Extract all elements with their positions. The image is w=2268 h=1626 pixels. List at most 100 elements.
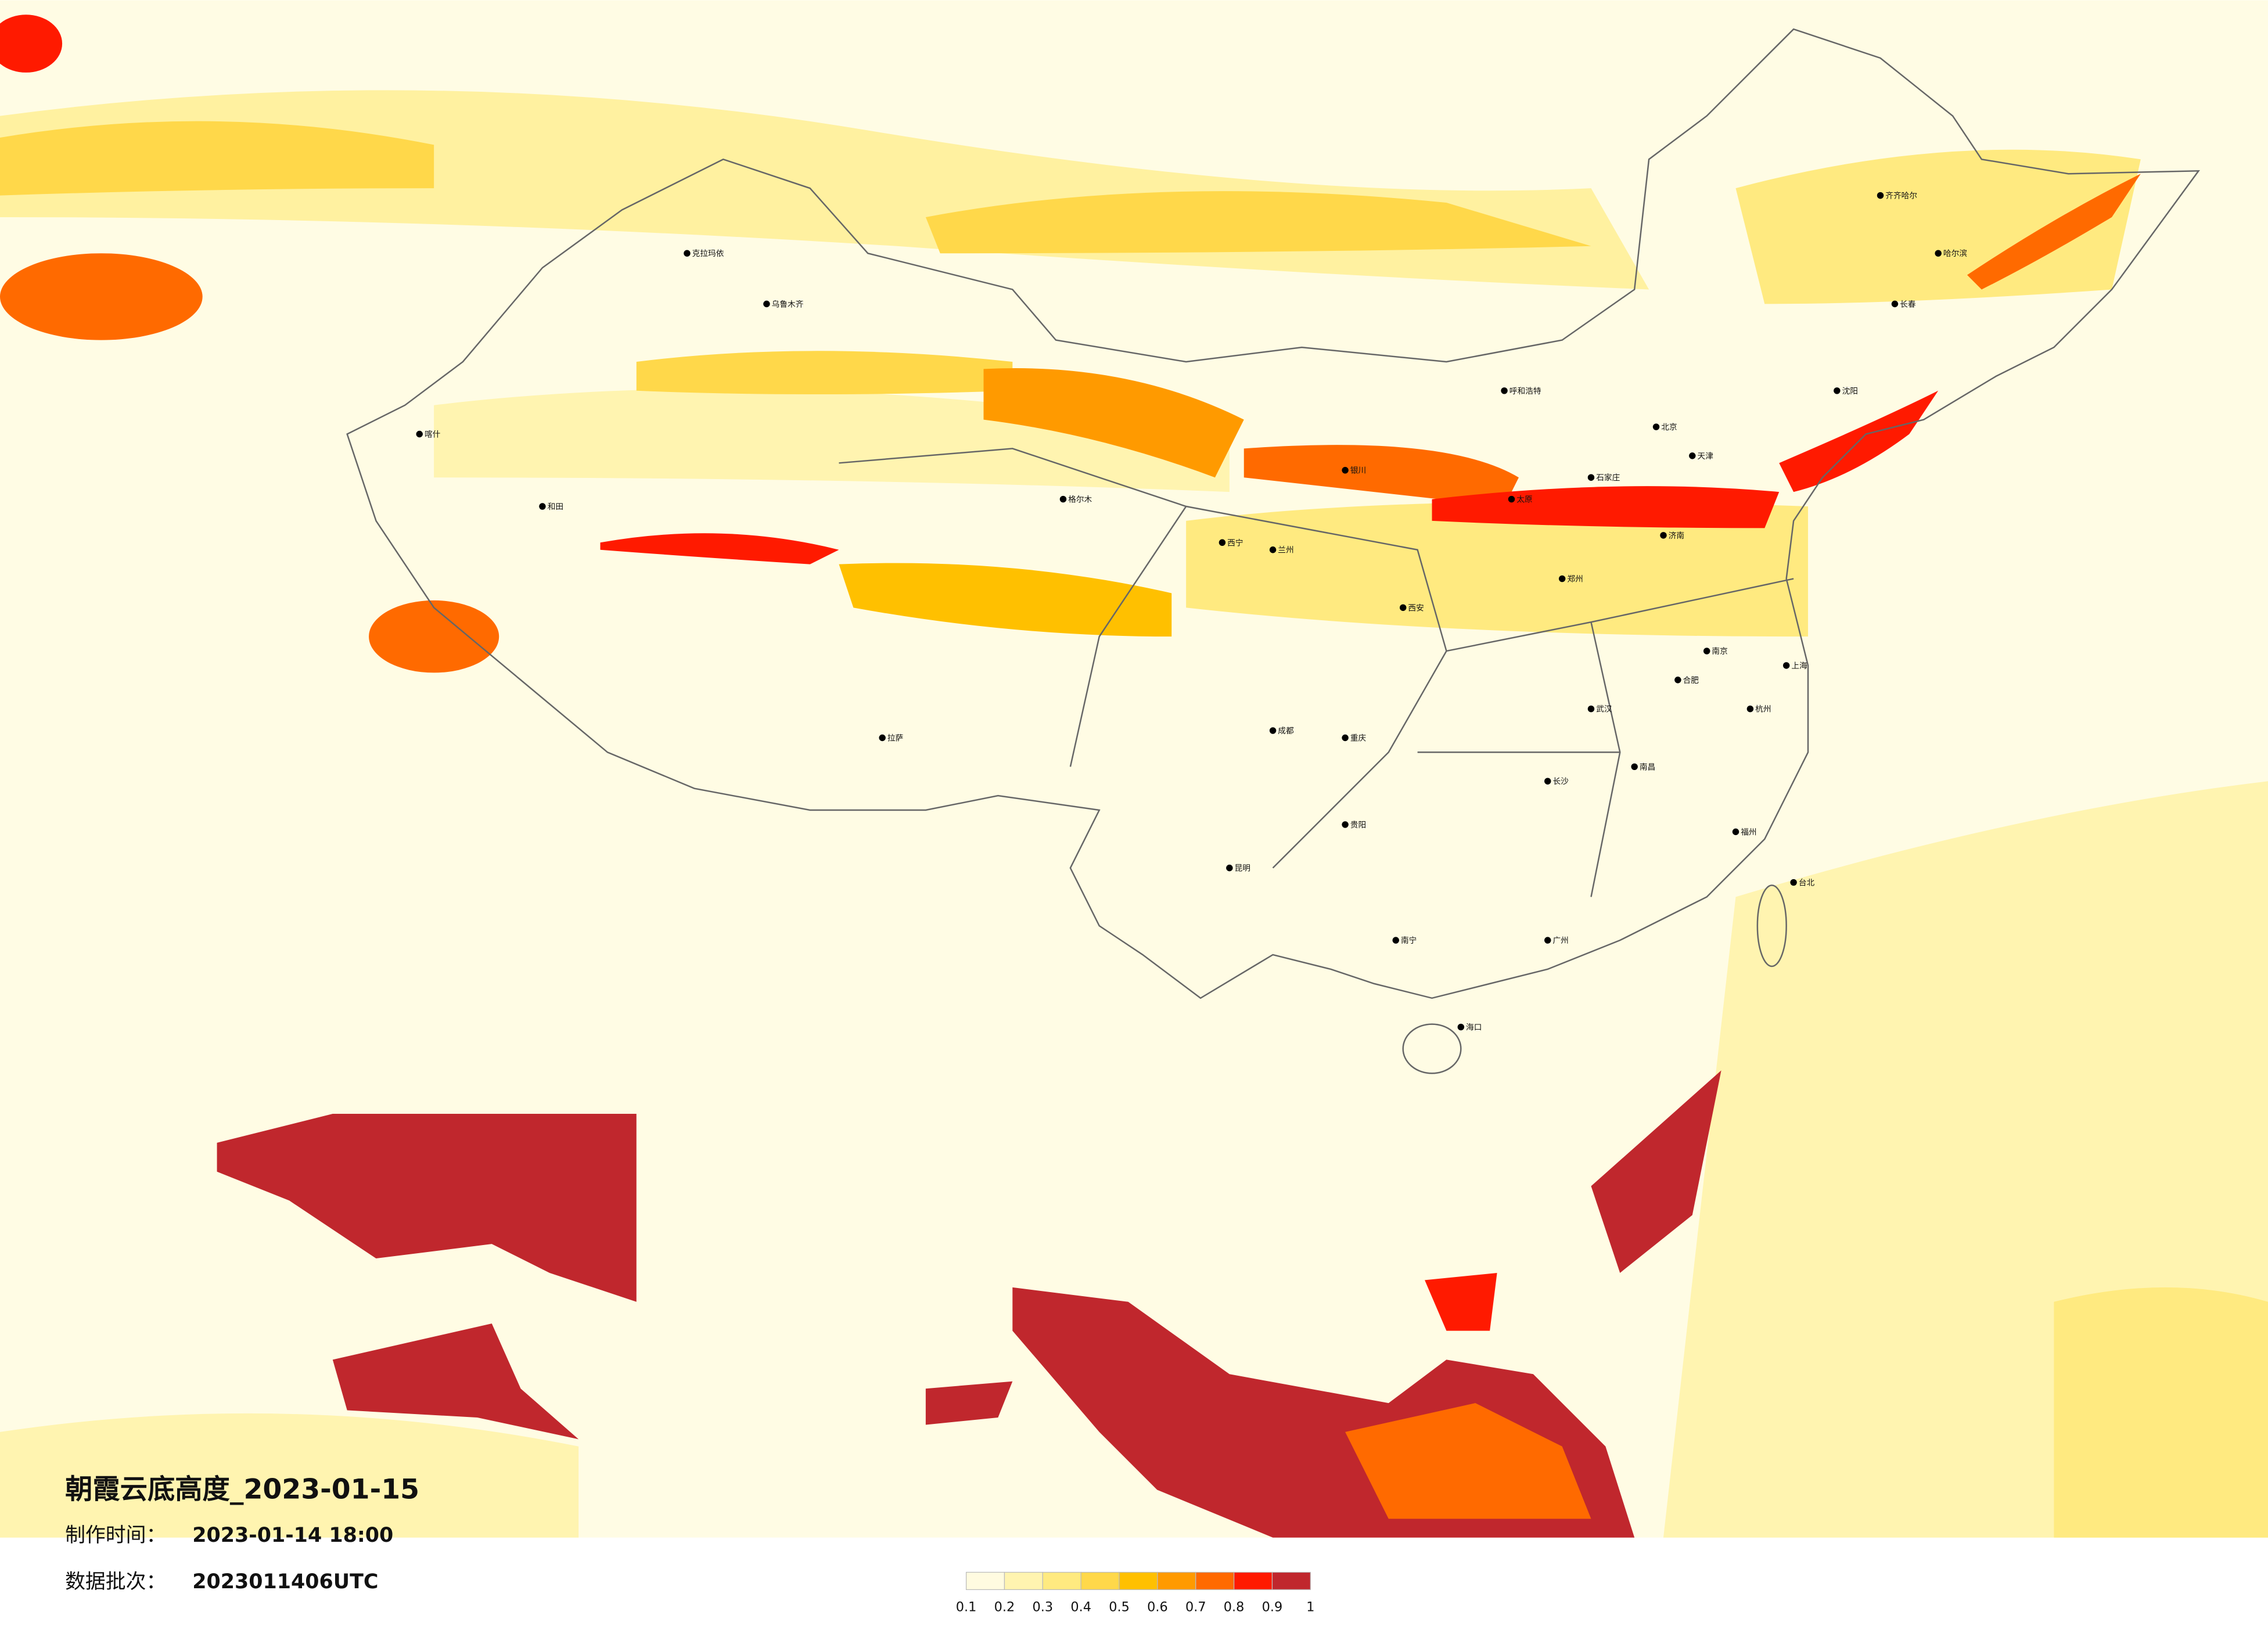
city-label: 郑州: [1567, 575, 1583, 584]
city-label: 福州: [1741, 828, 1756, 837]
city-dot: [684, 250, 691, 257]
legend-swatch: [1157, 1571, 1196, 1590]
city-dot: [1674, 677, 1681, 684]
city-dot: [1457, 1023, 1465, 1031]
legend-swatch: [1233, 1571, 1273, 1590]
city-dot: [1703, 647, 1710, 654]
made-time-label: 制作时间：: [65, 1524, 166, 1547]
city-label: 成都: [1278, 726, 1294, 736]
legend-swatch: [1004, 1571, 1043, 1590]
legend-label: 0.2: [994, 1600, 1015, 1615]
city-dot: [1342, 821, 1349, 828]
city-dot: [1392, 937, 1399, 944]
city-dot: [1689, 452, 1696, 459]
city-dot: [416, 430, 423, 438]
city-label: 武汉: [1596, 705, 1612, 714]
legend-label: 0.4: [1070, 1600, 1091, 1615]
city-dot: [1746, 705, 1754, 713]
city-dot: [1399, 604, 1407, 611]
legend-swatch: [1119, 1571, 1158, 1590]
city-dot: [1059, 495, 1067, 503]
city-label: 合肥: [1683, 676, 1699, 685]
city-label: 重庆: [1350, 733, 1367, 743]
city-label: 沈阳: [1842, 387, 1858, 396]
city-dot: [1544, 937, 1551, 944]
city-dot: [1660, 532, 1667, 539]
city-label: 喀什: [425, 430, 441, 439]
city-dot: [539, 503, 546, 510]
city-label: 太原: [1516, 495, 1532, 505]
city-label: 长春: [1900, 300, 1916, 309]
city-dot: [1558, 575, 1566, 582]
city-label: 拉萨: [887, 733, 903, 743]
city-label: 西安: [1408, 603, 1424, 613]
city-dot: [1790, 879, 1797, 886]
city-dot: [763, 300, 770, 308]
batch-value: 2023011406UTC: [192, 1570, 378, 1593]
city-dot: [1891, 300, 1899, 308]
city-label: 哈尔滨: [1943, 249, 1967, 258]
legend-swatch: [1080, 1571, 1120, 1590]
legend-swatch: [1195, 1571, 1235, 1590]
city-dot: [1631, 763, 1638, 771]
city-dot: [1269, 727, 1277, 734]
city-label: 南宁: [1401, 936, 1417, 945]
city-label: 贵阳: [1350, 821, 1366, 830]
city-label: 台北: [1799, 879, 1815, 888]
color-legend: 0.1 0.2 0.3 0.4 0.5 0.6 0.7 0.8 0.9 1: [956, 1571, 1314, 1615]
made-time-value: 2023-01-14 18:00: [192, 1524, 393, 1547]
legend-swatch: [965, 1571, 1005, 1590]
city-label: 南京: [1712, 647, 1727, 656]
city-label: 南昌: [1640, 762, 1655, 772]
city-label: 银川: [1350, 466, 1366, 476]
city-dot: [1587, 474, 1595, 481]
city-dot: [1342, 734, 1349, 742]
city-dot: [1834, 387, 1841, 394]
info-block: 朝霞云底高度_2023-01-15 制作时间： 2023-01-14 18:00…: [65, 1473, 419, 1593]
legend-label: 0.6: [1147, 1600, 1168, 1615]
legend-label: 0.3: [1033, 1600, 1054, 1615]
city-dot: [1501, 387, 1508, 394]
city-label: 兰州: [1278, 546, 1293, 555]
city-dot: [879, 734, 886, 742]
city-label: 克拉玛依: [692, 249, 724, 258]
city-dot: [1342, 467, 1349, 474]
city-label: 齐齐哈尔: [1885, 192, 1917, 201]
city-label: 广州: [1552, 936, 1568, 945]
city-label: 和田: [548, 502, 563, 512]
city-dot: [1587, 705, 1595, 713]
city-label: 海口: [1466, 1023, 1482, 1033]
legend-swatch: [1042, 1571, 1081, 1590]
legend-label: 0.9: [1262, 1600, 1283, 1615]
city-label: 长沙: [1552, 777, 1569, 786]
batch-label: 数据批次：: [65, 1570, 166, 1593]
city-dot: [1652, 423, 1660, 430]
city-label: 西宁: [1227, 538, 1243, 548]
city-dot: [1732, 828, 1739, 836]
city-label: 杭州: [1755, 705, 1771, 714]
city-label: 格尔木: [1068, 495, 1092, 505]
city-label: 济南: [1669, 531, 1684, 541]
city-label: 北京: [1661, 423, 1677, 432]
city-label: 呼和浩特: [1509, 387, 1541, 396]
city-dot: [1508, 495, 1515, 503]
legend-label: 0.1: [956, 1600, 977, 1615]
city-label: 乌鲁木齐: [772, 300, 804, 309]
city-dot: [1877, 192, 1884, 199]
city-dot: [1782, 662, 1790, 669]
city-dot: [1219, 539, 1226, 546]
city-dot: [1226, 864, 1233, 872]
legend-swatch: [1271, 1571, 1311, 1590]
legend-label: 0.5: [1109, 1600, 1130, 1615]
legend-label: 0.8: [1224, 1600, 1245, 1615]
city-label: 天津: [1698, 452, 1714, 461]
city-label: 石家庄: [1596, 473, 1620, 483]
legend-label: 0.7: [1185, 1600, 1206, 1615]
city-dot: [1269, 546, 1277, 553]
country-border: [346, 28, 2200, 1074]
cloud-field: [0, 15, 2268, 1538]
city-dot: [1935, 250, 1942, 257]
